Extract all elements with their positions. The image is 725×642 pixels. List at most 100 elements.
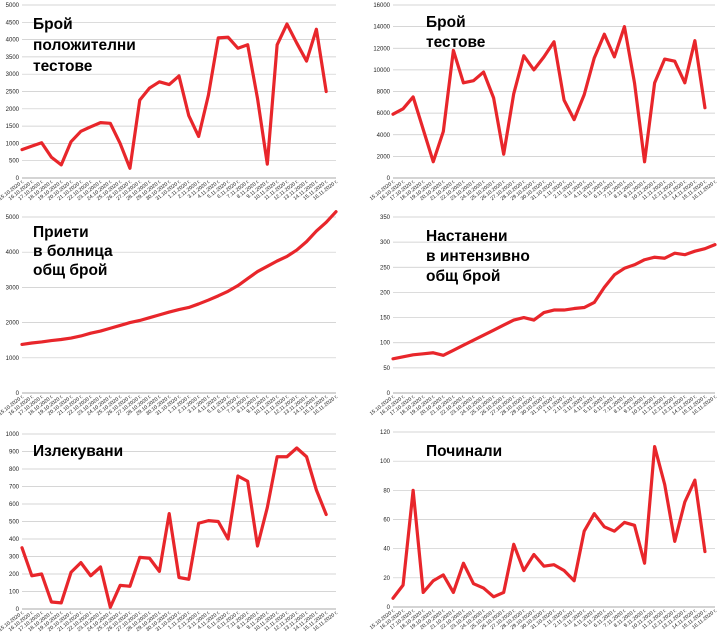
- data-point: [324, 513, 328, 516]
- data-point: [613, 55, 616, 59]
- data-point: [542, 564, 546, 568]
- chart-positive-tests: 0 500 1000 1500 2000 2500 3000 3500 4000 4500 5000…: [0, 3, 339, 202]
- data-points: [391, 25, 707, 163]
- data-point: [673, 252, 676, 255]
- y-tick-label: 600: [9, 502, 20, 508]
- data-point: [502, 323, 505, 327]
- y-tick-label: 0: [387, 605, 391, 611]
- gridlines: [22, 4, 336, 179]
- data-point: [512, 318, 515, 322]
- y-tick-label: 400: [9, 537, 20, 543]
- y-tick-label: 4000: [6, 250, 20, 256]
- data-point: [148, 316, 151, 319]
- y-tick-label: 300: [9, 555, 20, 561]
- data-point: [40, 340, 43, 344]
- data-point: [324, 221, 328, 224]
- y-tick-label: 40: [383, 547, 390, 553]
- data-point: [633, 263, 636, 266]
- y-tick-label: 12000: [373, 46, 390, 52]
- data-point: [79, 334, 83, 338]
- data-point: [138, 319, 141, 322]
- data-point: [462, 562, 465, 565]
- data-point: [482, 333, 485, 337]
- data-point: [452, 591, 455, 594]
- data-point: [482, 586, 485, 590]
- data-point: [69, 140, 73, 143]
- data-point: [226, 35, 230, 39]
- data-point: [50, 156, 53, 159]
- data-point: [217, 36, 220, 40]
- data-point: [197, 302, 200, 306]
- data-point: [603, 286, 606, 289]
- y-tick-label: 1000: [6, 141, 20, 147]
- data-point: [502, 591, 505, 594]
- y-tick-label: 100: [380, 459, 391, 465]
- data-point: [246, 43, 249, 46]
- data-point: [236, 474, 240, 478]
- data-point: [633, 81, 636, 85]
- data-point: [703, 106, 707, 109]
- chart-title: положителни: [33, 37, 136, 54]
- data-point: [552, 308, 556, 312]
- data-point: [128, 167, 132, 170]
- y-tick-label: 6000: [377, 111, 391, 117]
- y-tick-label: 200: [9, 572, 20, 578]
- data-point: [522, 569, 526, 572]
- data-point: [613, 529, 616, 533]
- data-point: [128, 321, 132, 324]
- y-tick-label: 1500: [6, 124, 20, 130]
- data-point: [50, 600, 53, 604]
- data-point: [582, 93, 586, 96]
- data-point: [653, 445, 656, 448]
- data-point: [482, 70, 485, 74]
- y-tick-label: 250: [380, 265, 391, 271]
- data-point: [552, 563, 556, 566]
- data-point: [643, 160, 646, 163]
- data-point: [432, 160, 435, 163]
- y-tick-label: 500: [9, 520, 20, 526]
- data-point: [532, 318, 536, 322]
- data-point: [492, 96, 495, 100]
- data-point: [432, 351, 435, 354]
- data-point: [401, 355, 405, 358]
- data-point: [217, 294, 220, 298]
- y-tick-label: 350: [380, 215, 391, 221]
- y-tick-label: 120: [380, 430, 391, 436]
- gridlines: [393, 216, 715, 394]
- chart-total-tests: 020004000600080001000012000140001600015.…: [369, 3, 718, 202]
- data-point: [177, 74, 181, 78]
- data-point: [266, 265, 269, 268]
- y-tick-label: 50: [383, 366, 390, 372]
- data-point: [472, 339, 475, 342]
- y-tick-label: 0: [16, 176, 20, 182]
- data-point: [442, 354, 445, 357]
- data-point: [305, 59, 308, 63]
- data-points: [391, 243, 717, 361]
- data-point: [285, 255, 289, 258]
- y-tick-label: 1000: [6, 432, 20, 438]
- y-tick-label: 20: [383, 576, 390, 582]
- y-tick-label: 3000: [6, 285, 20, 291]
- data-point: [623, 267, 626, 270]
- y-tick-label: 5000: [6, 3, 20, 9]
- data-point: [295, 248, 298, 252]
- data-point: [502, 153, 505, 156]
- data-point: [50, 339, 53, 342]
- data-point: [421, 128, 425, 131]
- data-point: [158, 570, 161, 573]
- y-tick-label: 100: [380, 341, 391, 347]
- chart-title: Брой: [33, 16, 73, 33]
- data-points: [20, 210, 338, 346]
- chart-title: Приети: [33, 224, 89, 241]
- data-point: [324, 90, 328, 93]
- data-point: [532, 553, 536, 556]
- data-point: [693, 39, 697, 42]
- data-point: [207, 298, 210, 302]
- data-points: [20, 22, 328, 170]
- y-tick-label: 2000: [6, 321, 20, 327]
- data-point: [207, 93, 210, 97]
- data-point: [217, 520, 220, 523]
- data-point: [79, 561, 83, 564]
- data-point: [542, 55, 546, 59]
